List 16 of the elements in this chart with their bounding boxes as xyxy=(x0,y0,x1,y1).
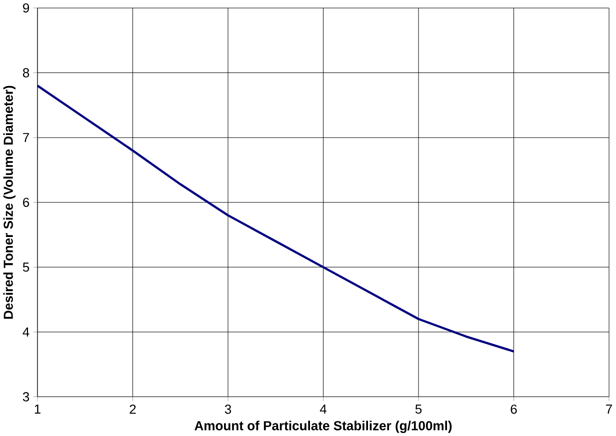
x-tick-label: 5 xyxy=(415,404,422,414)
y-tick-label: 9 xyxy=(23,3,30,12)
x-tick-label: 1 xyxy=(34,404,40,414)
x-axis-title: Amount of Particulate Stabilizer (g/100ml) xyxy=(194,420,452,433)
y-tick-label: 7 xyxy=(23,132,29,142)
y-tick-label: 3 xyxy=(22,392,30,402)
x-tick-label: 6 xyxy=(510,404,517,414)
x-tick-label: 3 xyxy=(224,404,232,414)
y-tick-label: 8 xyxy=(22,68,30,78)
y-tick-label: 4 xyxy=(22,327,30,336)
y-tick-label: 5 xyxy=(22,262,30,272)
x-tick-label: 2 xyxy=(130,404,136,414)
y-axis-title: Desired Toner Size (Volume Diameter) xyxy=(3,86,16,319)
x-tick-label: 7 xyxy=(606,404,612,414)
x-tick-label: 4 xyxy=(320,404,327,414)
y-tick-label: 6 xyxy=(23,198,30,207)
